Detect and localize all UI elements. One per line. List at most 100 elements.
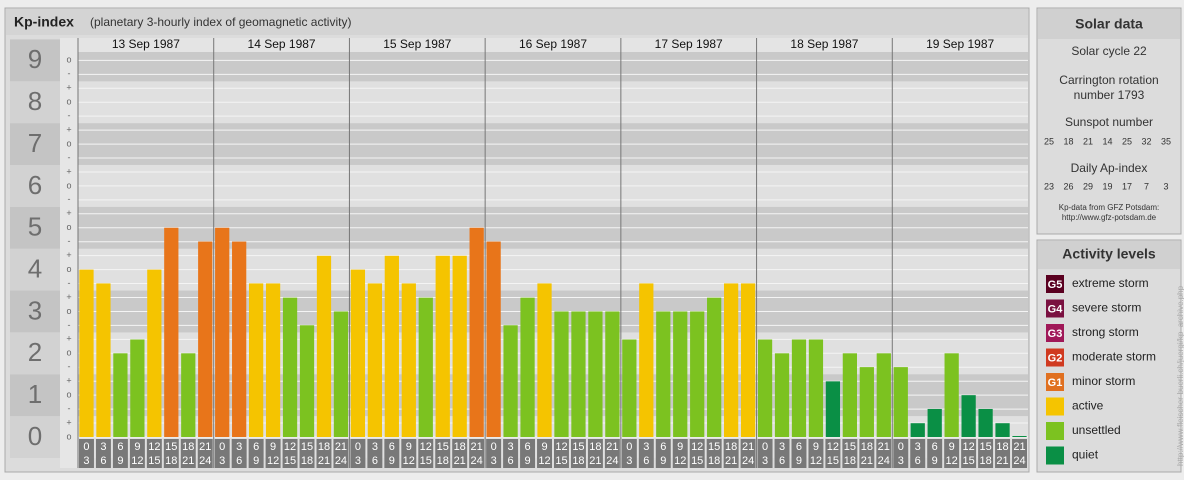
legend-swatch [1046,397,1064,416]
subtick-label: o [66,180,71,190]
slot-from: 6 [796,441,802,453]
slot-from: 21 [606,441,618,453]
subtick-label: + [66,376,71,386]
y-tick-box [10,332,60,375]
legend-badge: G5 [1048,279,1063,291]
credit: http://www.fleischer-buerli.ch/juergi/kp… [1176,285,1184,466]
slot-box [367,439,383,468]
slot-box [893,439,909,468]
slot-from: 15 [572,441,584,453]
slot-to: 12 [131,455,143,467]
slot-box [418,439,434,468]
slot-to: 3 [83,455,89,467]
slot-to: 12 [810,455,822,467]
slot-box [350,439,366,468]
legend-swatch [1046,324,1064,342]
slot-box [299,439,315,468]
y-tick-label: 0 [28,421,42,451]
slot-to: 15 [963,455,975,467]
y-tick-label: 1 [28,379,42,409]
slot-box [503,439,519,468]
slot-to: 3 [898,455,904,467]
slot-box [859,439,875,468]
ap-value: 7 [1144,181,1149,191]
slot-from: 0 [762,441,768,453]
ap-value: 17 [1122,181,1132,191]
y-tick-box [10,206,60,249]
slot-box [265,439,281,468]
slot-box [655,439,671,468]
bar [384,255,399,437]
y-tick-box [10,374,60,417]
slot-from: 0 [219,441,225,453]
slot-to: 9 [796,455,802,467]
bar [316,255,332,437]
y-tick-box [10,39,60,82]
y-tick-box [10,164,60,207]
slot-to: 18 [301,455,313,467]
subtick-label: - [68,111,71,121]
bar [774,353,790,437]
y-tick-label: 4 [28,253,42,283]
bar [520,297,535,437]
subtick-label: - [68,278,71,288]
slot-box [910,439,926,468]
bar [232,241,247,437]
legend-swatch [1046,299,1064,318]
bar [469,227,484,437]
slot-box [537,439,552,468]
chart-title: Kp-index [14,14,74,30]
slot-box [112,439,128,468]
legend-label: quiet [1072,448,1099,462]
bar [147,269,162,437]
slot-to: 12 [674,455,686,467]
y-tick-label: 9 [28,44,42,74]
y-tick-box [10,416,60,458]
slot-to: 3 [626,455,632,467]
slot-to: 18 [844,455,856,467]
bar [893,367,908,437]
subtick-label: + [66,292,71,302]
bar [724,283,739,437]
slot-from: 3 [643,441,649,453]
bar [130,339,145,437]
ap-value: 19 [1102,181,1112,191]
bar [215,227,230,437]
levels-title: Activity levels [1062,246,1156,262]
slot-to: 24 [471,455,483,467]
bar [265,283,281,437]
slot-to: 24 [606,455,618,467]
slot-from: 15 [979,441,991,453]
chart-subtitle: (planetary 3-hourly index of geomagnetic… [90,15,351,29]
slot-box [638,439,654,468]
slot-to: 12 [403,455,415,467]
subtick-label: o [66,348,71,358]
slot-to: 3 [219,455,225,467]
subtick-label: o [66,97,71,107]
slot-box [435,439,451,468]
y-tick-label: 8 [28,86,42,116]
subtick-label: o [66,390,71,400]
bar [164,227,179,437]
slot-from: 21 [742,441,754,453]
slot-box [791,439,807,468]
slot-box [757,439,773,468]
solar-cycle: Solar cycle 22 [1071,44,1147,58]
slot-from: 3 [100,441,106,453]
slot-to: 24 [1013,455,1025,467]
bar [910,423,925,437]
bar [571,311,586,437]
day-header [892,38,1028,52]
bar [418,297,433,437]
slot-to: 9 [117,455,123,467]
bar [299,325,315,437]
y-tick-box [10,290,60,333]
legend-label: severe storm [1072,301,1141,315]
legend-swatch [1046,422,1064,440]
slot-to: 15 [148,455,160,467]
slot-from: 18 [589,441,601,453]
sunspot-value: 25 [1044,136,1054,146]
carrington: Carrington rotation [1059,73,1158,87]
slot-from: 12 [555,441,567,453]
slot-to: 24 [742,455,754,467]
